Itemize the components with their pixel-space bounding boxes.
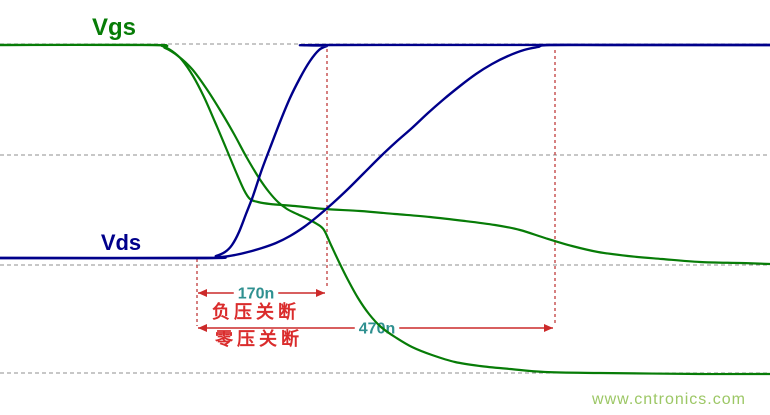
measure-label: 170n [238, 286, 274, 303]
negative-voltage-turnoff-label: 负压关断 [212, 302, 300, 322]
trace-vgs-zero-voltage-turn-off [0, 43, 770, 266]
arrowhead-left-icon [198, 289, 207, 297]
arrowhead-right-icon [316, 289, 325, 297]
zero-voltage-turnoff-label: 零压关断 [215, 329, 303, 349]
vgs-trace-label: Vgs [91, 14, 137, 41]
vds-trace-label: Vds [100, 230, 142, 255]
trace-vds-zero-voltage-turn-off [0, 43, 770, 260]
measure-label-backing [233, 284, 279, 304]
watermark: www.cntronics.com [592, 391, 746, 408]
trace-vds-negative-voltage-turn-off [0, 43, 770, 260]
arrowhead-right-icon [544, 324, 553, 332]
measure-label: 470n [359, 321, 395, 338]
trace-vgs-negative-voltage-turn-off [0, 43, 770, 376]
arrowhead-left-icon [198, 324, 207, 332]
